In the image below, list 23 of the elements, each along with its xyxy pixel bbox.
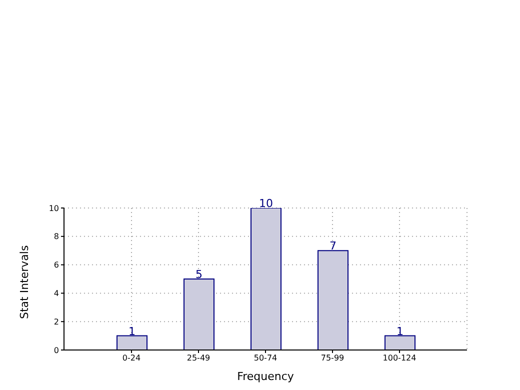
data-label: 1 [396, 324, 404, 338]
x-tick-label: 0-24 [122, 354, 141, 363]
x-axis-title: Frequency [237, 370, 294, 383]
x-tick-label: 50-74 [254, 354, 278, 363]
x-tick-label: 25-49 [186, 354, 210, 363]
data-label: 7 [330, 240, 336, 253]
y-tick-label: 0 [54, 346, 59, 355]
bar [116, 335, 148, 350]
y-tick-label: 2 [54, 317, 59, 326]
bar [384, 335, 416, 350]
bar [250, 208, 282, 350]
y-tick-label: 4 [54, 289, 59, 298]
x-tick-label: 100-124 [382, 354, 416, 363]
bar [184, 278, 214, 350]
y-axis-title: Stat Intervals [18, 245, 31, 319]
bar [318, 250, 348, 350]
y-tick-label: 10 [48, 204, 59, 213]
x-tick-label: 75-99 [320, 354, 344, 363]
data-label: 5 [196, 268, 202, 281]
y-tick-label: 6 [54, 260, 59, 270]
y-tick-label: 8 [54, 232, 59, 242]
data-label: 1 [128, 324, 136, 338]
data-label: 10 [259, 197, 273, 210]
